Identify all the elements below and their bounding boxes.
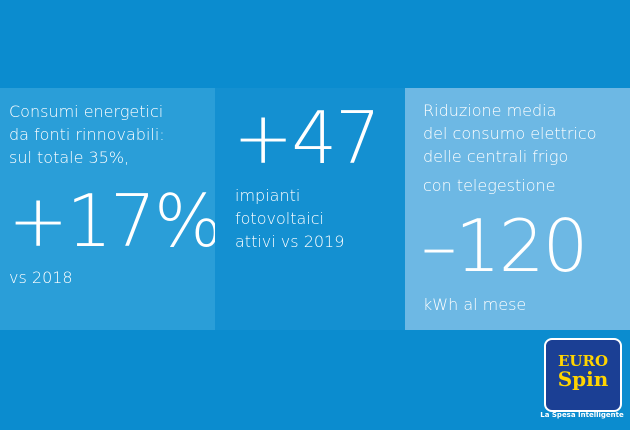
text-line: con telegestione [423,176,556,195]
text-line: vs 2018 [9,268,73,287]
big-figure: +47 [233,96,381,180]
panel: Riduzione media del consumo elettrico de… [405,88,630,330]
panel: +47 impianti fotovoltaici attivi vs 2019 [215,88,405,330]
big-figure: +17% [8,179,222,263]
logo-text: Spin [557,367,609,391]
text-line: Riduzione media [423,101,557,120]
logo-text: EURO [557,352,609,370]
text-line: del consumo elettrico [423,124,597,143]
text-line: kWh al mese [423,295,527,314]
panel: Consumi energetici da fonti rinnovabili:… [0,88,222,330]
text-line: Consumi energetici [9,102,164,121]
text-line: impianti [235,186,301,205]
logo-tagline: La Spesa Intelligente [540,411,624,419]
text-line: sul totale 35%, [9,148,130,167]
logo: EURO Spin [544,338,622,412]
text-line: fotovoltaici [235,209,324,228]
text-line: attivi vs 2019 [235,232,345,251]
text-line: delle centrali frigo [423,147,569,166]
text-line: da fonti rinnovabili: [9,125,165,144]
big-figure: –120 [421,204,588,288]
